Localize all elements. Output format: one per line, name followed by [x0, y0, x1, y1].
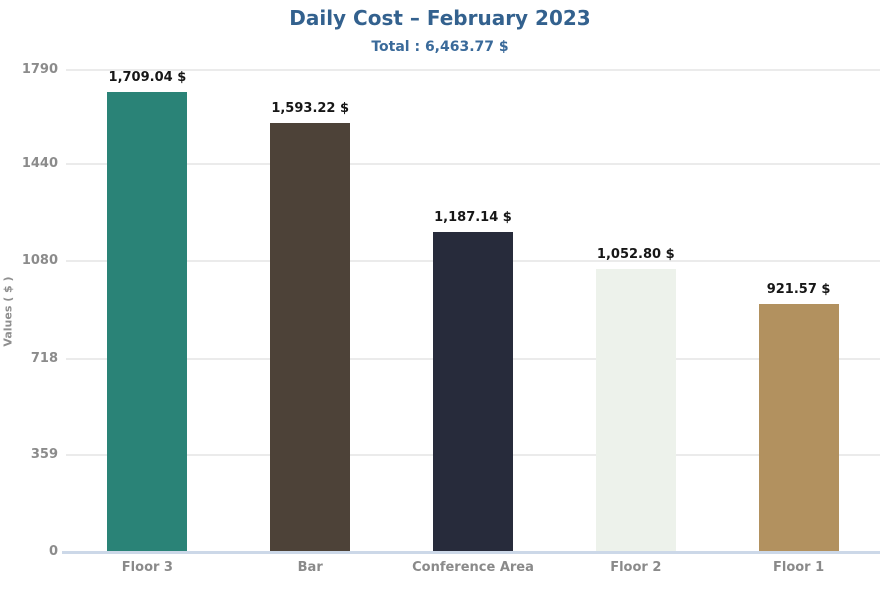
- x-axis-line: [62, 551, 880, 554]
- x-axis-label-floor-1: Floor 1: [772, 560, 825, 575]
- y-tick-label: 1790: [21, 62, 58, 77]
- chart-title: Daily Cost – February 2023: [289, 6, 591, 30]
- bar-value-label: 1,052.80 $: [596, 246, 675, 262]
- gridline: [66, 69, 880, 71]
- bar-floor-3[interactable]: [107, 91, 188, 552]
- bar-conference-area[interactable]: [433, 232, 513, 552]
- y-tick-label: 1080: [21, 253, 58, 269]
- x-axis-label-floor-3: Floor 3: [121, 560, 173, 575]
- bar-value-label: 1,593.22 $: [271, 100, 350, 116]
- y-tick-label: 0: [48, 544, 58, 559]
- y-tick-label: 359: [30, 447, 58, 463]
- bar-floor-1[interactable]: [758, 303, 839, 552]
- x-axis-label-conference-area: Conference Area: [412, 560, 534, 575]
- chart-subtitle: Total : 6,463.77 $: [371, 39, 509, 55]
- y-axis-title: Values ( $ ): [1, 276, 15, 347]
- x-axis-label-floor-2: Floor 2: [610, 560, 662, 575]
- gridline: [66, 163, 880, 166]
- y-tick-label: 1440: [21, 156, 58, 172]
- bar-value-label: 921.57 $: [766, 281, 831, 297]
- bar-bar[interactable]: [270, 122, 351, 552]
- bar-value-label: 1,187.14 $: [434, 210, 512, 226]
- y-tick-label: 718: [30, 350, 58, 366]
- bar-floor-2[interactable]: [595, 268, 676, 552]
- bar-value-label: 1,709.04 $: [108, 69, 187, 85]
- x-axis-label-bar: Bar: [297, 560, 323, 575]
